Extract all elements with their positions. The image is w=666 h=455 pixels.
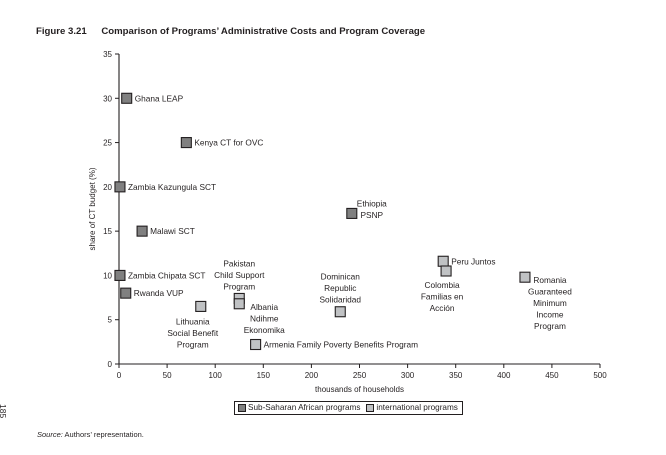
data-point-label: Zambia Kazungula SCT	[128, 182, 216, 192]
data-point	[195, 300, 207, 312]
data-point-label: Malawi SCT	[150, 226, 195, 236]
data-point	[346, 207, 358, 219]
x-tick-label: 200	[305, 371, 319, 380]
x-tick-label: 450	[545, 371, 559, 380]
legend: Sub-Saharan African programs internation…	[234, 401, 463, 415]
x-tick-label: 0	[117, 371, 122, 380]
data-point	[334, 306, 346, 318]
data-point	[250, 338, 262, 351]
legend-swatch-international	[366, 403, 375, 412]
figure-number: Figure 3.21	[36, 26, 87, 37]
data-point-label: Kenya CT for OVC	[194, 138, 263, 148]
data-point-label: Program	[534, 321, 566, 331]
x-tick-label: 100	[209, 371, 223, 380]
data-point-label: Rwanda VUP	[134, 288, 184, 298]
y-tick-label: 0	[108, 360, 113, 369]
data-point	[114, 181, 126, 193]
source-text: Authors’ representation.	[64, 430, 144, 439]
data-point-label: Romania	[533, 275, 567, 285]
data-point	[437, 255, 449, 267]
data-point-label: Republic	[324, 283, 356, 293]
x-tick-label: 150	[257, 371, 271, 380]
data-point-label: Program	[223, 281, 255, 291]
data-point-label: Social Benefit	[167, 328, 218, 338]
data-point	[120, 287, 132, 299]
data-point-label: Ghana LEAP	[135, 93, 184, 103]
data-point-label: Solidaridad	[320, 295, 362, 305]
legend-label-sub-saharan: Sub-Saharan African programs	[248, 403, 361, 412]
y-tick-label: 35	[103, 50, 112, 59]
y-tick-label: 25	[103, 139, 112, 148]
data-point-label: Child Support	[214, 270, 265, 280]
legend-swatch-sub-saharan	[238, 403, 246, 412]
data-point-label: Dominican	[321, 272, 361, 282]
x-tick-label: 350	[449, 371, 463, 380]
data-point	[233, 298, 245, 310]
data-point-label: Minimum	[533, 298, 567, 308]
x-tick-label: 50	[163, 371, 172, 380]
data-point-label: Peru Juntos	[451, 256, 495, 266]
figure-title: Figure 3.21 Comparison of Programs’ Admi…	[36, 26, 425, 37]
x-tick-label: 500	[593, 371, 607, 380]
y-tick-label: 5	[108, 316, 113, 325]
data-point-label: PSNP	[361, 210, 384, 220]
data-point-label: Program	[177, 339, 209, 349]
y-tick-label: 30	[103, 94, 112, 103]
data-point-label: Income	[536, 310, 564, 320]
data-point-label: Colombia	[425, 280, 460, 290]
data-point-label: Armenia Family Poverty Benefits Program	[264, 340, 419, 350]
legend-item-sub-saharan: Sub-Saharan African programs	[238, 403, 360, 412]
data-points: Ghana LEAP Kenya CT for OVC Zambia Kazungu…	[114, 92, 572, 351]
data-point-label: Lithuania	[176, 316, 210, 326]
data-point-label: Ethiopia	[357, 198, 387, 208]
x-tick-label: 300	[401, 371, 415, 380]
data-point	[519, 271, 531, 283]
y-axis-label: share of CT budget (%)	[88, 167, 97, 250]
data-point-label: Acción	[430, 303, 455, 313]
data-point	[180, 137, 192, 149]
x-tick-label: 250	[353, 371, 367, 380]
page-number: 185	[0, 404, 8, 419]
x-tick-label: 400	[497, 371, 511, 380]
y-tick-label: 20	[103, 183, 112, 192]
data-point-label: Zambia Chipata SCT	[128, 270, 205, 280]
data-point-label: Pakistan	[223, 258, 255, 268]
data-point	[136, 225, 148, 237]
x-axis-label: thousands of households	[315, 385, 404, 394]
source-label: Source:	[37, 430, 63, 439]
data-point	[121, 92, 133, 104]
data-point-label: Familias en	[421, 292, 464, 302]
data-point-label: Ndihme	[250, 313, 279, 323]
figure-caption: Comparison of Programs’ Administrative C…	[101, 26, 426, 37]
data-point-label: Albania	[250, 302, 278, 312]
source-note: Source: Authors’ representation.	[37, 430, 144, 439]
data-point-label: Ekonomika	[244, 325, 285, 335]
data-point-label: Guaranteed	[528, 287, 572, 297]
legend-item-international: international programs	[366, 403, 458, 412]
y-tick-label: 10	[103, 271, 112, 280]
data-point	[114, 269, 126, 281]
data-point	[440, 265, 452, 277]
y-tick-label: 15	[103, 227, 112, 236]
legend-label-international: international programs	[376, 403, 458, 412]
